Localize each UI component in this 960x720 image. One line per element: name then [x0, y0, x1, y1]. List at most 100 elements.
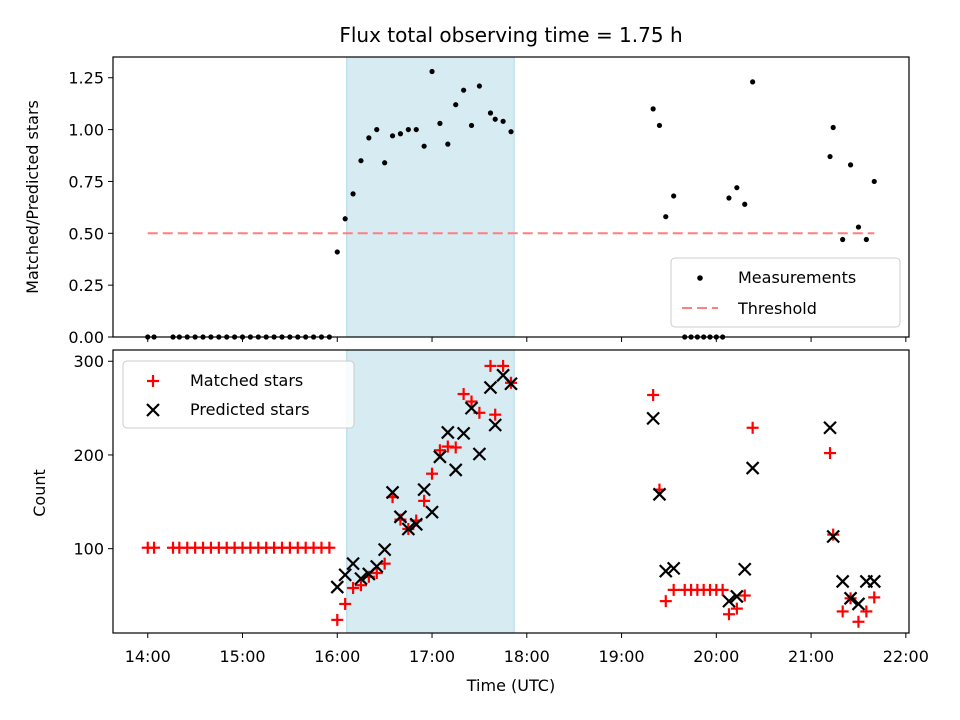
measurement-point	[382, 160, 388, 166]
matched-stars-point	[323, 541, 336, 554]
matched-stars-point	[465, 395, 478, 408]
top-legend: Measurements Threshold	[670, 257, 901, 328]
top-y-tick-label: 0.50	[68, 224, 104, 243]
predicted-stars-point	[393, 510, 408, 524]
matched-stars-point	[860, 605, 873, 618]
predicted-stars-point	[377, 542, 392, 557]
measurement-point	[445, 141, 451, 147]
predicted-stars-point	[666, 561, 681, 576]
predicted-stars-point	[730, 589, 744, 604]
measurement-point	[342, 216, 348, 222]
matched-stars-point	[667, 583, 680, 596]
legend-marker-measurements	[697, 275, 703, 281]
bottom-y-tick-label: 100	[73, 540, 104, 559]
matched-stars-point	[746, 421, 759, 434]
measurement-point	[413, 126, 419, 133]
measurement-point	[650, 106, 656, 112]
measurement-point	[855, 224, 862, 230]
top-panel: Flux total observing time = 1.75 h 0.000…	[23, 23, 910, 347]
predicted-stars-point	[369, 559, 384, 574]
matched-stars-point	[836, 605, 849, 618]
predicted-stars-point	[851, 597, 866, 611]
predicted-stars-point	[843, 591, 858, 606]
top-y-tick-label: 1.00	[68, 121, 104, 140]
predicted-stars-point	[456, 426, 471, 441]
measurement-point	[358, 158, 364, 164]
matched-stars-point	[647, 388, 660, 401]
measurement-point	[827, 153, 833, 160]
x-axis-label: Time (UTC)	[466, 676, 555, 695]
top-x-ticks	[147, 337, 907, 342]
measurement-point	[863, 236, 869, 243]
predicted-stars-point	[425, 505, 439, 519]
predicted-stars-point	[441, 425, 455, 440]
matched-stars-point	[489, 408, 502, 421]
predicted-stars-point	[745, 461, 760, 475]
bottom-legend-box	[122, 360, 355, 429]
matched-stars-point	[449, 441, 462, 454]
x-tick-label: 18:00	[504, 647, 550, 666]
measurement-point	[830, 124, 836, 131]
legend-label-threshold: Threshold	[737, 299, 817, 318]
measurement-point	[656, 122, 663, 129]
top-y-tick-label: 1.25	[68, 69, 104, 88]
predicted-stars-point	[722, 594, 736, 608]
bottom-y-tick-label: 300	[73, 352, 104, 371]
legend-label-matched: Matched stars	[190, 371, 303, 390]
legend-label-predicted: Predicted stars	[190, 400, 310, 419]
predicted-stars-point	[826, 529, 840, 544]
measurement-point	[429, 68, 435, 75]
measurement-point	[374, 126, 380, 133]
bottom-y-tick-label: 200	[73, 446, 104, 465]
x-tick-label: 15:00	[219, 647, 265, 666]
measurement-point	[492, 116, 498, 122]
predicted-stars-point	[338, 568, 352, 582]
predicted-stars-point	[448, 463, 463, 477]
matched-stars-point	[716, 583, 729, 596]
measurement-point	[847, 162, 854, 168]
matched-stars-point	[339, 597, 352, 610]
predicted-stars-point	[330, 580, 345, 594]
predicted-stars-series	[330, 368, 882, 611]
matched-stars-point	[370, 567, 383, 580]
predicted-stars-point	[433, 450, 447, 464]
predicted-stars-point	[488, 418, 502, 432]
x-tick-label: 20:00	[693, 647, 739, 666]
matched-stars-point	[331, 613, 344, 626]
measurement-point	[405, 126, 411, 133]
chart-title: Flux total observing time = 1.75 h	[339, 23, 682, 47]
bottom-legend: Matched stars Predicted stars	[122, 360, 355, 429]
top-y-tick-label: 0.75	[68, 172, 104, 191]
predicted-stars-point	[409, 517, 424, 532]
legend-label-measurements: Measurements	[738, 268, 856, 287]
predicted-stars-point	[646, 411, 660, 426]
measurement-point	[671, 193, 677, 199]
predicted-stars-point	[658, 564, 673, 578]
measurement-point	[734, 185, 740, 191]
matched-stars-point	[497, 359, 510, 372]
matched-stars-point	[354, 579, 367, 592]
predicted-stars-point	[385, 485, 400, 500]
predicted-stars-point	[737, 562, 752, 577]
matched-stars-point	[827, 528, 840, 541]
measurement-point	[468, 122, 475, 129]
measurement-point	[726, 195, 732, 201]
x-tick-label: 22:00	[883, 647, 929, 666]
matched-stars-point	[730, 602, 743, 615]
predicted-stars-point	[346, 556, 360, 571]
measurement-point	[453, 102, 459, 108]
measurement-point	[500, 118, 506, 124]
matched-stars-point	[457, 388, 470, 401]
measurement-point	[487, 110, 494, 116]
bottom-x-ticks: 14:00 15:00 16:00 17:00 18:00 19:00 20:00 21:00…	[125, 633, 929, 666]
predicted-stars-point	[823, 421, 837, 435]
measurement-point	[421, 143, 427, 149]
legend-marker-matched	[147, 375, 159, 387]
top-legend-box	[670, 257, 901, 328]
measurement-point	[350, 191, 356, 197]
matched-stars-point	[852, 615, 865, 628]
measurement-point	[461, 87, 467, 93]
matched-stars-point	[738, 589, 751, 602]
matched-stars-point	[347, 582, 360, 595]
